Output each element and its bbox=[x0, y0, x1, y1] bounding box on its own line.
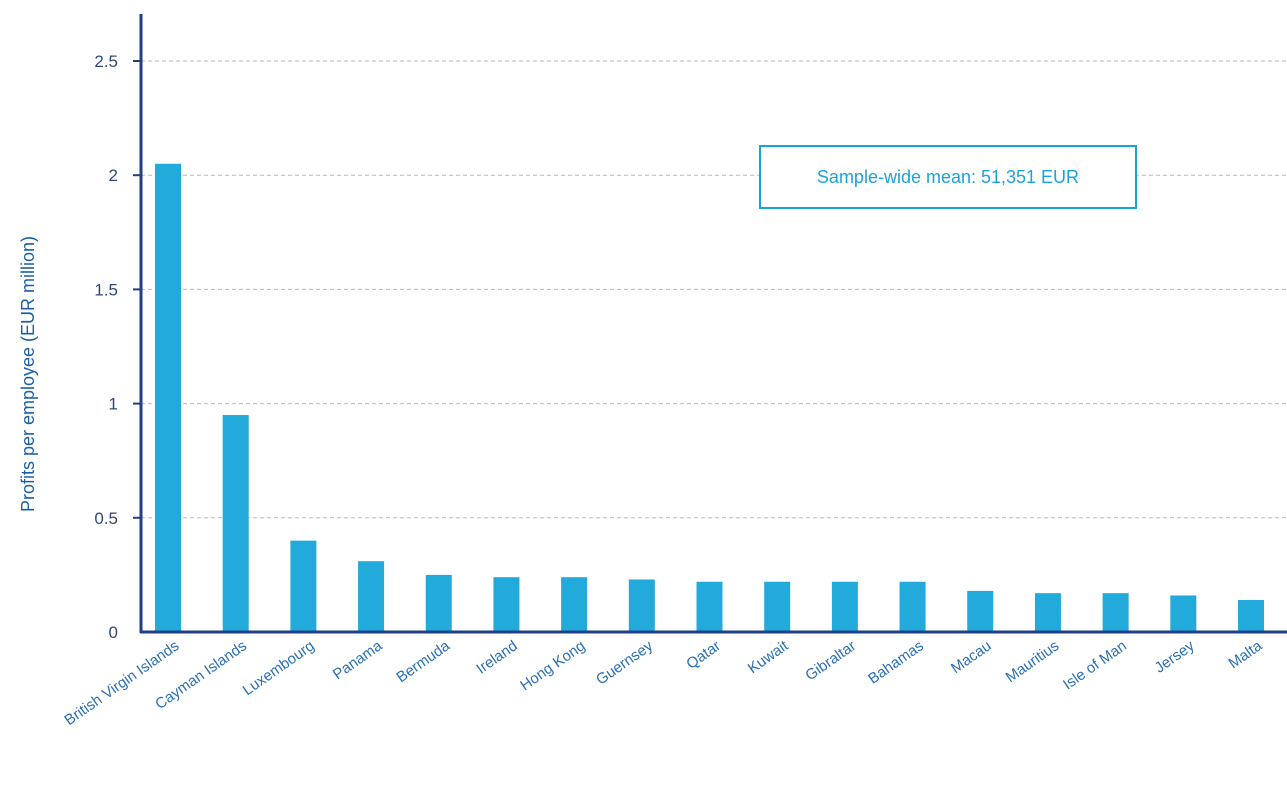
category-label: Mauritius bbox=[1003, 637, 1063, 686]
bar bbox=[222, 415, 249, 632]
bar bbox=[561, 577, 588, 632]
category-label: Isle of Man bbox=[1060, 637, 1130, 693]
bar bbox=[831, 581, 858, 632]
bar bbox=[425, 574, 452, 632]
category-label: Bahamas bbox=[865, 637, 927, 687]
y-tick-label: 1 bbox=[109, 395, 118, 414]
bar bbox=[493, 577, 520, 632]
gridlines bbox=[133, 60, 1287, 519]
category-label: Macau bbox=[948, 637, 995, 677]
category-label: Ireland bbox=[473, 637, 520, 677]
bars bbox=[155, 163, 1264, 632]
category-label: Qatar bbox=[683, 637, 723, 672]
y-tick-label: 2.5 bbox=[94, 52, 118, 71]
bar bbox=[967, 590, 994, 632]
y-tick-labels: 0 0.5 1 1.5 2 2.5 bbox=[94, 52, 118, 642]
category-label: British Virgin Islands bbox=[61, 637, 182, 729]
y-tick-label: 2 bbox=[109, 166, 118, 185]
y-tick-label: 0 bbox=[109, 623, 118, 642]
bar bbox=[1102, 593, 1129, 632]
annotation-text: Sample-wide mean: 51,351 EUR bbox=[817, 167, 1079, 187]
y-tick-label: 0.5 bbox=[94, 509, 118, 528]
bar bbox=[899, 581, 926, 632]
axes bbox=[139, 14, 1287, 634]
bar bbox=[1238, 600, 1264, 632]
mean-annotation: Sample-wide mean: 51,351 EUR bbox=[759, 145, 1137, 209]
category-label: Luxembourg bbox=[240, 637, 318, 699]
category-label: Bermuda bbox=[393, 637, 453, 686]
category-label: Jersey bbox=[1152, 637, 1198, 677]
y-tick-label: 1.5 bbox=[94, 280, 118, 299]
category-label: Gibraltar bbox=[802, 637, 859, 684]
category-label: Hong Kong bbox=[517, 637, 588, 694]
bar bbox=[764, 581, 791, 632]
bar bbox=[1034, 593, 1061, 632]
bar bbox=[696, 581, 723, 632]
category-label: Malta bbox=[1225, 637, 1265, 672]
annotation-box bbox=[759, 145, 1137, 209]
bar bbox=[358, 561, 385, 632]
category-label: Kuwait bbox=[745, 637, 792, 677]
bar bbox=[1170, 595, 1197, 632]
category-label: Guernsey bbox=[593, 637, 656, 689]
bar bbox=[290, 540, 317, 632]
bar bbox=[155, 163, 181, 632]
y-axis-title: Profits per employee (EUR million) bbox=[18, 236, 38, 512]
bar bbox=[628, 579, 655, 632]
category-label: Panama bbox=[330, 637, 386, 683]
